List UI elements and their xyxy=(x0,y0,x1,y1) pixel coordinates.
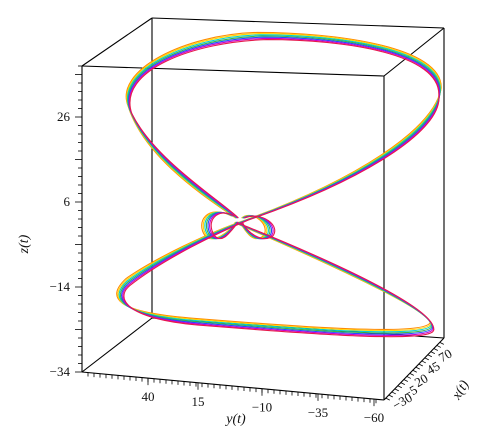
trajectory-curves xyxy=(116,31,442,338)
x-axis-label: x(t) xyxy=(449,378,473,404)
box-edge-back-top xyxy=(151,17,445,29)
box-edge-bottom-left xyxy=(81,317,153,373)
x-tick xyxy=(424,357,429,361)
x-tick xyxy=(400,382,405,385)
x-tick xyxy=(397,385,402,389)
x-tick xyxy=(403,379,408,382)
x-tick xyxy=(388,394,393,398)
trajectory-series-5 xyxy=(121,36,441,335)
trajectory-series-7 xyxy=(123,39,440,338)
x-tick xyxy=(418,363,423,367)
x-tick-label: 45 xyxy=(424,358,443,377)
box-edge-front-bottom xyxy=(81,371,385,401)
x-tick xyxy=(409,372,414,376)
y-tick-label: −10 xyxy=(252,400,272,415)
x-tick xyxy=(394,388,399,392)
x-tick xyxy=(412,369,417,373)
z-axis-label: z(t) xyxy=(17,234,32,254)
x-tick-label: −5 xyxy=(400,382,419,402)
x-tick xyxy=(406,376,411,379)
x-tick-label: 70 xyxy=(436,346,455,365)
x-tick xyxy=(439,341,444,345)
trajectory-lobe-left-7 xyxy=(210,212,239,240)
x-tick xyxy=(427,354,432,358)
x-tick xyxy=(385,397,390,401)
x-tick xyxy=(433,348,438,351)
trajectory-series-2 xyxy=(117,33,442,332)
trajectory-lobe-right-7 xyxy=(241,215,276,240)
y-tick-label: −60 xyxy=(364,410,384,425)
trajectory-series-3 xyxy=(118,34,441,333)
box-edge-top-left xyxy=(81,17,153,67)
y-tick-label: 15 xyxy=(192,394,205,409)
x-tick xyxy=(415,366,420,370)
y-tick-label: −35 xyxy=(308,405,328,420)
y-axis-label: y(t) xyxy=(224,412,246,427)
box-edge-top-right xyxy=(383,27,445,77)
x-tick xyxy=(430,351,435,354)
trajectory-series-6 xyxy=(122,37,440,336)
x-tick-label: 20 xyxy=(412,370,431,389)
y-tick-label: 40 xyxy=(142,389,155,404)
z-tick-label: −14 xyxy=(50,279,71,294)
z-tick-label: 26 xyxy=(57,109,71,124)
box-edge-front-top xyxy=(81,65,385,77)
x-tick xyxy=(436,345,441,348)
trajectory-series-4 xyxy=(119,35,441,334)
z-tick-label: 6 xyxy=(64,194,71,209)
z-tick-label: −34 xyxy=(50,364,71,379)
x-tick xyxy=(421,360,426,364)
x-tick xyxy=(391,391,396,395)
trajectory-series-1 xyxy=(116,31,442,331)
